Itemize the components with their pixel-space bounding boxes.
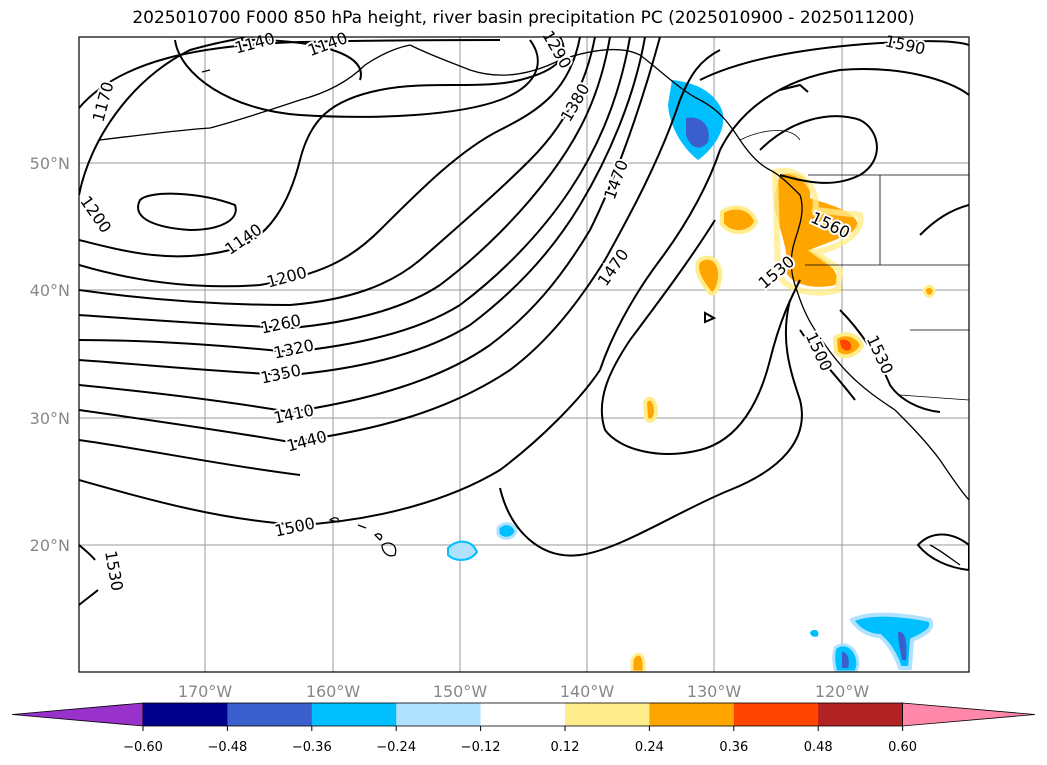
colorbar-segment (311, 703, 397, 726)
lat-label: 20°N (30, 536, 70, 555)
colorbar-tick-label: 0.60 (888, 740, 917, 755)
colorbar-extend-low (11, 702, 144, 727)
colorbar-outline (142, 702, 903, 727)
colorbar-segment (733, 703, 819, 726)
colorbar-tick-label: −0.60 (123, 740, 163, 755)
colorbar-tick-label: −0.48 (207, 740, 247, 755)
colorbar-extend-high (902, 702, 1036, 727)
lon-label: 120°W (815, 682, 870, 701)
colorbar-segment (143, 703, 228, 726)
colorbar-segment (649, 703, 735, 726)
colorbar-segment (480, 703, 566, 726)
latitude-labels: 50°N 40°N 30°N 20°N (30, 154, 70, 555)
lon-label: 160°W (306, 682, 361, 701)
colorbar-segment (396, 703, 482, 726)
lon-label: 130°W (687, 682, 742, 701)
lat-label: 40°N (30, 281, 70, 300)
height-contours (79, 37, 969, 606)
precipitation-shading (447, 80, 936, 672)
colorbar-tick-label: −0.12 (461, 740, 501, 755)
colorbar-segment (227, 703, 313, 726)
colorbar-tick-label: 0.48 (804, 740, 833, 755)
lon-label: 140°W (560, 682, 615, 701)
colorbar-tick-label: 0.12 (551, 740, 580, 755)
map-frame (78, 36, 970, 673)
colorbar-segment (818, 703, 904, 726)
lon-label: 150°W (433, 682, 488, 701)
colorbar-segment (565, 703, 650, 726)
map-area (79, 37, 969, 672)
colorbar-tick-label: −0.24 (376, 740, 416, 755)
colorbar-tick-labels: −0.60 −0.48 −0.36 −0.24 −0.12 0.12 0.24 0.36 0.4… (123, 726, 917, 755)
coastlines (99, 44, 969, 566)
colorbar-tick-label: −0.36 (292, 740, 332, 755)
lat-label: 50°N (30, 154, 70, 173)
colorbar (11, 702, 1036, 727)
lat-label: 30°N (30, 409, 70, 428)
colorbar-tick-label: 0.36 (719, 740, 748, 755)
lon-label: 170°W (178, 682, 233, 701)
colorbar-tick-label: 0.24 (635, 740, 664, 755)
map-title: 2025010700 F000 850 hPa height, river ba… (132, 8, 915, 28)
longitude-labels: 170°W 160°W 150°W 140°W 130°W 120°W (178, 682, 870, 701)
